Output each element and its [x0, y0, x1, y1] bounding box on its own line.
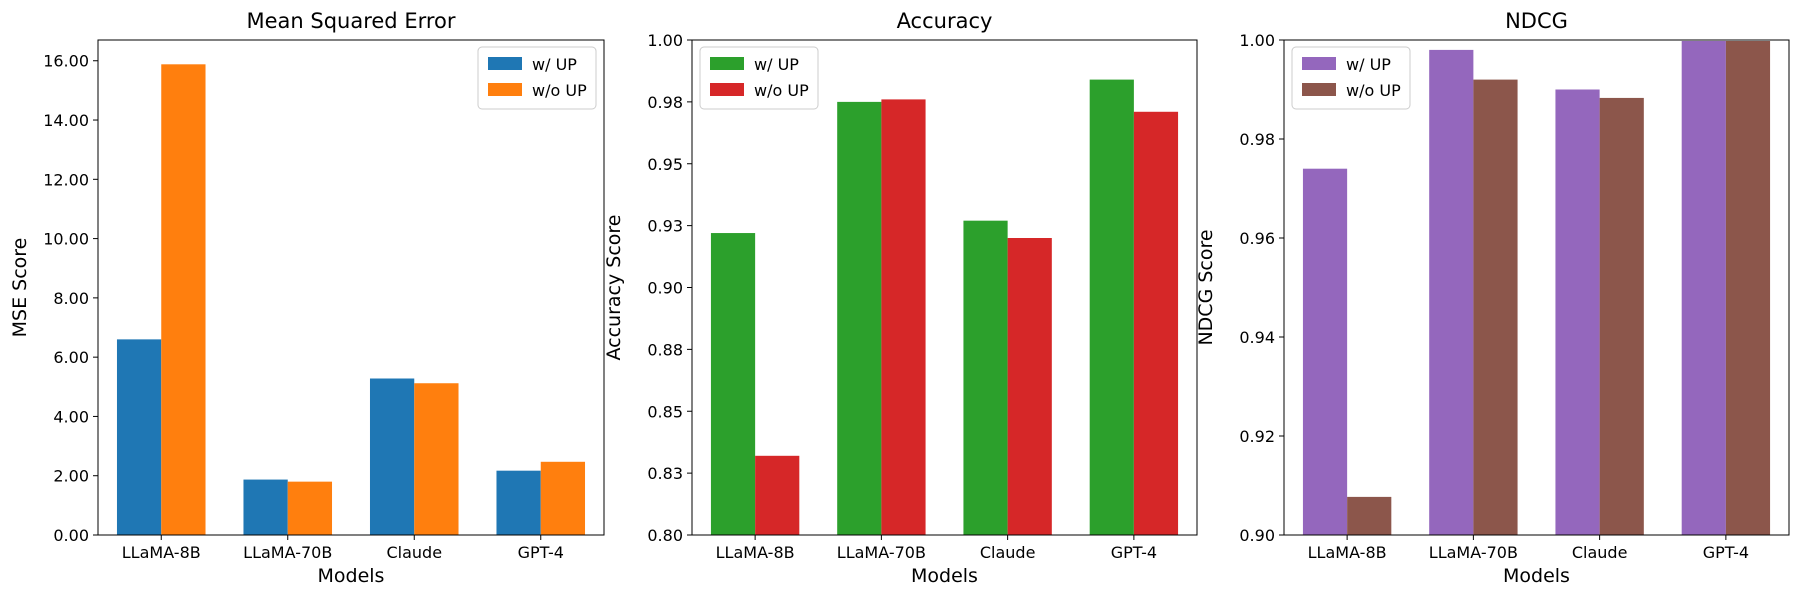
legend-label: w/ UP: [532, 55, 577, 74]
y-tick-label: 0.94: [1239, 328, 1275, 347]
bar-w-up-llama-8b: [116, 339, 162, 535]
y-tick-label: 0.93: [647, 217, 683, 236]
bar-w-o-up-llama-70b: [1473, 79, 1518, 535]
x-tick-label: GPT-4: [1111, 543, 1157, 562]
y-tick-label: 0.96: [1239, 229, 1275, 248]
chart-title: Accuracy: [897, 9, 993, 33]
x-tick-label: Claude: [980, 543, 1036, 562]
legend-swatch: [710, 57, 744, 70]
bar-w-up-llama-70b: [243, 479, 288, 535]
y-tick-label: 0.98: [647, 93, 683, 112]
y-tick-label: 10.00: [43, 230, 89, 249]
legend: w/ UP w/o UP: [1291, 46, 1411, 110]
y-tick-label: 2.00: [53, 467, 89, 486]
x-tick-label: LLaMA-8B: [122, 543, 201, 562]
legend-swatch: [710, 83, 744, 96]
bar-w-o-up-claude: [1599, 97, 1644, 536]
chart-panel-2: LLaMA-8B LLaMA-70B Claude GPT-4 0.80 0.83 0.85…: [603, 9, 1198, 587]
x-tick-label: LLaMA-8B: [1308, 543, 1387, 562]
y-tick-label: 6.00: [53, 348, 89, 367]
bar-w-o-up-claude: [414, 383, 459, 535]
x-tick-label: LLaMA-70B: [243, 543, 332, 562]
x-tick-label: Claude: [1572, 543, 1628, 562]
bar-w-up-llama-8b: [710, 233, 756, 536]
y-tick-label: 0.88: [647, 340, 683, 359]
legend-label: w/ UP: [754, 55, 799, 74]
legend: w/ UP w/o UP: [699, 46, 819, 110]
x-axis-label: Models: [318, 565, 385, 587]
x-tick-label: GPT-4: [518, 543, 564, 562]
bar-w-up-claude: [1555, 89, 1600, 535]
y-axis-label: MSE Score: [9, 238, 31, 338]
legend-label: w/o UP: [532, 81, 587, 100]
chart-panel-1: LLaMA-8B LLaMA-70B Claude GPT-4 0.00 2.00 4.00…: [9, 9, 605, 587]
bar-w-up-claude: [963, 220, 1008, 536]
y-tick-label: 0.90: [1239, 526, 1275, 545]
legend-label: w/o UP: [754, 81, 809, 100]
bar-w-o-up-gpt-4: [1133, 111, 1179, 535]
y-axis-label: Accuracy Score: [603, 215, 625, 361]
chart-title: Mean Squared Error: [246, 9, 455, 33]
legend-swatch: [1302, 57, 1336, 70]
y-tick-label: 0.85: [647, 402, 683, 421]
bar-w-up-llama-70b: [1429, 49, 1474, 536]
legend-swatch: [1302, 83, 1336, 96]
bar-w-o-up-llama-8b: [161, 64, 206, 535]
bar-w-o-up-llama-70b: [287, 481, 333, 535]
legend-label: w/o UP: [1346, 81, 1401, 100]
y-tick-label: 0.83: [647, 464, 683, 483]
bar-w-o-up-gpt-4: [1725, 40, 1771, 536]
y-tick-label: 0.98: [1239, 130, 1275, 149]
x-tick-label: GPT-4: [1703, 543, 1749, 562]
bar-w-up-llama-8b: [1302, 168, 1348, 535]
axes-frame: [691, 39, 1198, 536]
x-tick-label: LLaMA-70B: [1429, 543, 1518, 562]
y-tick-label: 1.00: [647, 31, 683, 50]
x-axis-label: Models: [1503, 565, 1570, 587]
y-tick-label: 8.00: [53, 289, 89, 308]
legend-swatch: [488, 83, 522, 96]
y-tick-label: 4.00: [53, 407, 89, 426]
y-tick-label: 0.80: [647, 526, 683, 545]
bar-w-o-up-llama-8b: [1347, 496, 1392, 535]
bar-w-o-up-llama-70b: [881, 99, 926, 536]
bar-w-up-llama-70b: [837, 101, 882, 535]
bar-w-up-claude: [369, 378, 415, 535]
bar-w-o-up-gpt-4: [540, 461, 586, 535]
x-axis-label: Models: [911, 565, 978, 587]
bar-w-o-up-claude: [1007, 238, 1052, 535]
chart-panel-3: LLaMA-8B LLaMA-70B Claude GPT-4 0.90 0.92 0.94…: [1195, 9, 1790, 587]
legend-label: w/ UP: [1346, 55, 1391, 74]
bar-w-up-gpt-4: [1681, 40, 1726, 536]
y-axis-label: NDCG Score: [1195, 229, 1217, 345]
x-tick-label: LLaMA-70B: [837, 543, 926, 562]
y-tick-label: 0.00: [53, 526, 89, 545]
legend: w/ UP w/o UP: [477, 46, 597, 110]
y-tick-label: 1.00: [1239, 31, 1275, 50]
chart-title: NDCG: [1505, 9, 1568, 33]
y-tick-label: 12.00: [43, 170, 89, 189]
axes-frame: [97, 39, 605, 536]
bar-w-up-gpt-4: [496, 470, 541, 535]
y-tick-label: 14.00: [43, 111, 89, 130]
y-tick-label: 0.90: [647, 279, 683, 298]
y-tick-label: 16.00: [43, 52, 89, 71]
x-tick-label: LLaMA-8B: [716, 543, 795, 562]
x-tick-label: Claude: [386, 543, 442, 562]
y-tick-label: 0.95: [647, 155, 683, 174]
legend-swatch: [488, 57, 522, 70]
y-tick-label: 0.92: [1239, 427, 1275, 446]
bar-w-up-gpt-4: [1089, 79, 1134, 535]
bar-w-o-up-llama-8b: [755, 455, 800, 535]
axes-frame: [1283, 39, 1790, 536]
